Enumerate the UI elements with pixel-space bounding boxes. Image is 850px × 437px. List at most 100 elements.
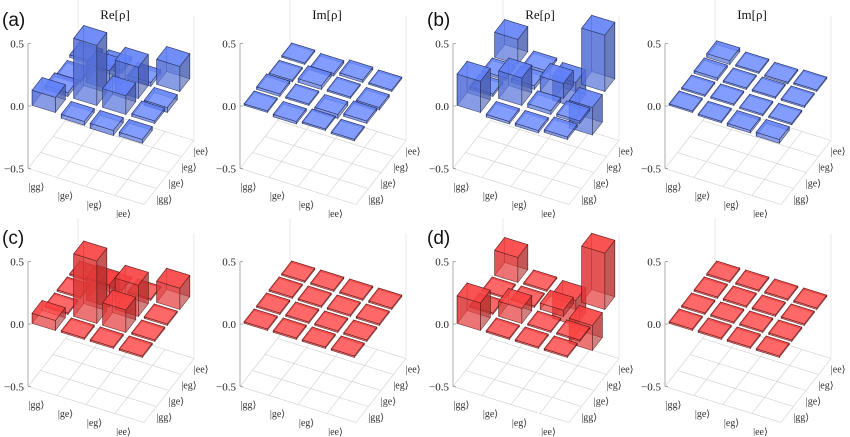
bar-top-face	[697, 317, 732, 339]
grid-line	[490, 120, 607, 157]
floor-grid	[27, 104, 195, 205]
chart-title: Im[ρ]	[737, 7, 767, 22]
y-axis-label: |ee⟩	[194, 365, 209, 376]
bar3d-chart-1: 0.5 0.0 −0.5 |gg⟩ |ge⟩ |eg⟩ |ee⟩ |gg⟩ |ge⟩ |eg⟩ |e…	[216, 0, 421, 218]
bar-0-0	[456, 60, 491, 114]
z-tick-label: −0.5	[216, 382, 236, 394]
x-axis-label: |eg⟩	[87, 200, 102, 211]
bar-3-3	[793, 287, 828, 311]
z-tick-label: −0.5	[429, 164, 449, 176]
bar-top-face	[31, 300, 66, 321]
bar-3-1	[768, 319, 803, 343]
grid-line	[277, 338, 394, 375]
bar-top-face	[793, 287, 828, 309]
z-tick-label: 0.0	[647, 319, 661, 331]
bar-top-face	[693, 276, 728, 298]
grid-line	[264, 354, 382, 391]
bar-top-face	[297, 65, 332, 87]
x-axis-label: |eg⟩	[724, 200, 739, 211]
bar-top-face	[330, 118, 365, 140]
y-axis-label: |gg⟩	[368, 195, 384, 206]
grid-line	[114, 131, 166, 196]
bar-2-0	[514, 326, 549, 350]
bar-top-face	[764, 61, 799, 83]
bar-3-2	[355, 303, 390, 327]
bar-top-face	[722, 285, 757, 307]
bar-top-face	[355, 303, 390, 325]
grid-line	[780, 140, 832, 205]
x-axis-label: |ge⟩	[483, 191, 498, 202]
bar-top-face	[514, 326, 549, 348]
bar-top-face	[31, 77, 66, 98]
x-axis-label: |ee⟩	[753, 427, 768, 436]
x-axis-label: |ge⟩	[58, 409, 73, 420]
bar-1-3	[523, 269, 558, 293]
bar-top-face	[281, 42, 316, 64]
bar-0-1	[256, 292, 291, 316]
x-axis-label: |ge⟩	[695, 191, 710, 202]
bar-top-face	[568, 87, 603, 108]
bar-3-0	[755, 118, 790, 145]
bar-1-1	[285, 301, 320, 325]
bar-0-3	[706, 39, 741, 66]
z-tick-label: −0.5	[429, 382, 449, 394]
y-axis-label: |gg⟩	[581, 195, 597, 206]
bar-1-0	[272, 317, 307, 341]
x-axis-label: |ee⟩	[328, 209, 343, 218]
bar-1-1	[710, 83, 745, 107]
bar-3-1	[768, 102, 803, 126]
bar-1-3	[735, 269, 770, 293]
bar3d-chart-4: 0.5 0.0 −0.5 |gg⟩ |ge⟩ |eg⟩ |ee⟩ |gg⟩ |ge⟩ |eg⟩ |e…	[2, 218, 209, 436]
y-axis-label: |ee⟩	[406, 147, 421, 158]
y-axis-label: |eg⟩	[606, 163, 621, 174]
bar-2-3	[339, 59, 374, 84]
z-tick-label: 0.0	[222, 319, 236, 331]
bars	[668, 39, 828, 145]
bar-front-face	[581, 245, 606, 310]
bar-2-3	[339, 278, 374, 302]
x-axis-label: |gg⟩	[454, 182, 470, 193]
bar-front-face	[73, 253, 98, 324]
bar-0-0	[243, 90, 278, 114]
bar-top-face	[755, 335, 790, 357]
bar-1-1	[710, 301, 745, 325]
bar-top-face	[131, 100, 166, 122]
panel-label: (c)	[2, 228, 24, 249]
bar-3-3	[368, 69, 403, 93]
bar-0-2	[693, 57, 728, 82]
bar-top-face	[89, 110, 124, 131]
bar-1-0	[272, 100, 307, 125]
bar-top-face	[330, 335, 365, 357]
bar-top-face	[131, 319, 166, 341]
y-axis-label: |eg⟩	[181, 381, 196, 392]
bar-2-0	[89, 326, 124, 350]
z-tick-label: 0.0	[647, 101, 661, 113]
bar-top-face	[494, 237, 529, 258]
bar-2-1	[527, 89, 562, 116]
x-axis-label: |eg⟩	[87, 418, 102, 429]
bar-top-face	[268, 276, 303, 298]
bar-top-face	[751, 76, 786, 98]
bar-top-face	[272, 317, 307, 339]
y-axis-label: |ee⟩	[194, 147, 209, 158]
z-tick-label: −0.5	[4, 382, 24, 394]
bar-3-2	[780, 85, 815, 109]
x-axis-label: |gg⟩	[454, 400, 470, 411]
bar-3-0	[330, 118, 365, 142]
bar-1-1	[498, 287, 533, 325]
bar-top-face	[793, 69, 828, 91]
bar-2-1	[527, 310, 562, 334]
y-axis-label: |gg⟩	[793, 413, 809, 424]
bar-top-face	[102, 75, 137, 97]
bar-top-face	[89, 326, 124, 348]
bar-top-face	[780, 85, 815, 107]
bar-top-face	[780, 303, 815, 325]
grid-line	[65, 120, 182, 157]
bar-top-face	[494, 19, 529, 40]
bar-top-face	[102, 289, 137, 311]
bar-1-3	[735, 51, 770, 75]
bar-2-2	[326, 294, 361, 318]
bar-0-0	[31, 76, 66, 114]
bar-top-face	[143, 87, 178, 108]
grid-line	[702, 120, 819, 157]
